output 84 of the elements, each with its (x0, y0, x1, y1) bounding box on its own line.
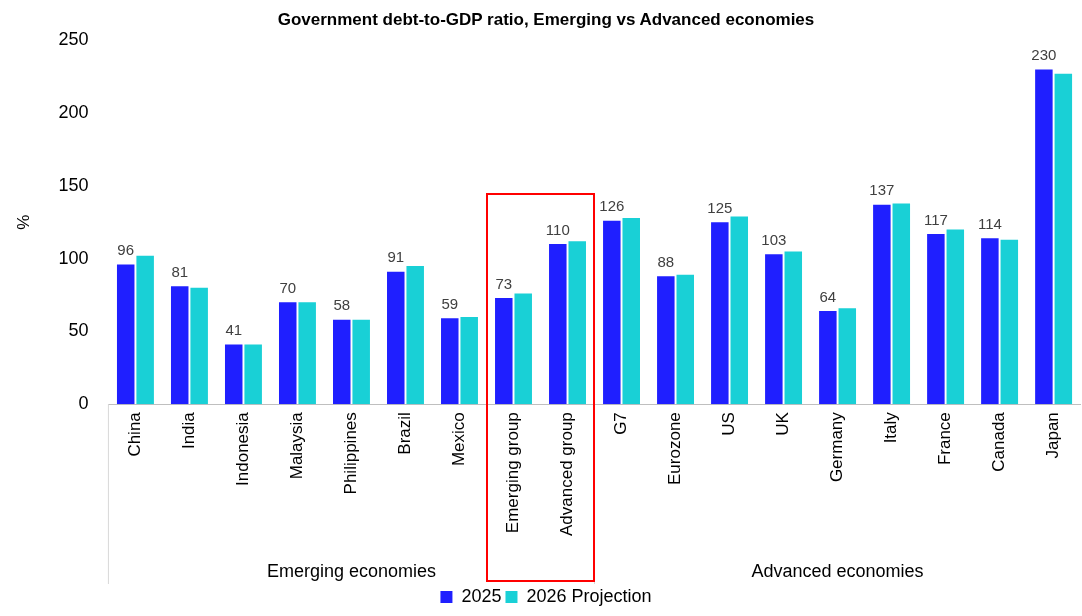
bar (622, 217, 640, 405)
data-label: 58 (333, 296, 351, 314)
legend-label: 2025 (461, 585, 502, 606)
bar (549, 244, 567, 405)
x-tick-label: Eurozone (665, 412, 685, 485)
x-tick-label: Emerging group (503, 412, 523, 534)
bar (927, 233, 945, 405)
y-tick-label: 200 (58, 102, 89, 123)
data-label: 137 (869, 181, 895, 199)
y-tick-label: 50 (68, 320, 89, 341)
x-tick-label: Japan (1043, 412, 1063, 459)
bar (603, 220, 621, 405)
bar (892, 203, 911, 405)
bar (1035, 69, 1053, 405)
data-label: 96 (117, 241, 135, 259)
bar (352, 319, 370, 405)
bar (279, 302, 297, 405)
data-label: 41 (225, 321, 243, 339)
bar (244, 344, 262, 405)
bar (333, 319, 351, 405)
y-axis-title: % (13, 214, 33, 230)
x-tick-label: Italy (881, 411, 901, 444)
x-tick-label: Germany (827, 411, 847, 483)
data-label: 125 (707, 198, 733, 216)
x-tick-label: Brazil (395, 412, 415, 455)
text: Emerging economies (266, 560, 437, 581)
bar (946, 229, 965, 405)
bar (460, 316, 478, 405)
bar (387, 271, 405, 405)
bar (819, 311, 837, 405)
x-tick-label: Indonesia (233, 411, 253, 486)
bar (441, 318, 459, 405)
bar (873, 204, 891, 405)
data-label: 81 (171, 262, 189, 280)
y-tick-label: 150 (58, 174, 89, 195)
bar (711, 222, 729, 405)
data-label: 64 (819, 287, 837, 305)
bar (170, 286, 189, 405)
bar (784, 251, 803, 405)
bar (765, 254, 783, 405)
data-label: 230 (1031, 46, 1057, 64)
x-tick-label: Mexico (449, 412, 469, 467)
x-tick-label: Advanced group (557, 412, 577, 537)
data-label: 103 (761, 230, 787, 248)
data-label: 88 (657, 252, 675, 270)
bar (406, 265, 424, 405)
x-tick-label: China (125, 411, 145, 457)
x-tick-label: Philippines (341, 412, 361, 495)
data-label: 117 (923, 210, 948, 228)
data-label: 110 (545, 220, 570, 238)
data-label: 114 (977, 214, 1002, 232)
bar (224, 344, 243, 405)
legend-label: 2026 Projection (526, 585, 652, 606)
x-tick-label: Canada (989, 411, 1009, 472)
bar (190, 287, 208, 405)
bar (495, 297, 513, 405)
x-tick-label: Malaysia (287, 411, 307, 480)
x-tick-label: US (719, 412, 739, 436)
bar (568, 241, 586, 405)
bar (1000, 239, 1019, 405)
x-tick-label: UK (773, 411, 793, 436)
x-tick-label: G7 (611, 412, 631, 435)
bar (116, 264, 135, 405)
data-label: 73 (495, 274, 513, 292)
bar (838, 308, 857, 405)
data-label: 91 (387, 248, 405, 266)
bar (1054, 73, 1073, 405)
bar (514, 293, 532, 405)
chart-title: Government debt-to-GDP ratio, Emerging vs Advanced economies (277, 9, 815, 29)
data-label: 126 (599, 197, 625, 215)
bar (298, 302, 316, 405)
text: Advanced economies (751, 560, 924, 581)
bar (981, 238, 999, 405)
y-tick-label: 0 (78, 393, 89, 414)
bar (657, 276, 675, 405)
bar (730, 216, 749, 405)
x-tick-label: France (935, 412, 955, 466)
bar (676, 274, 694, 405)
y-tick-label: 250 (58, 29, 89, 50)
bar (136, 255, 154, 405)
data-label: 70 (279, 278, 297, 296)
y-tick-label: 100 (58, 247, 89, 268)
data-label: 59 (441, 294, 459, 312)
x-tick-label: India (179, 411, 199, 450)
